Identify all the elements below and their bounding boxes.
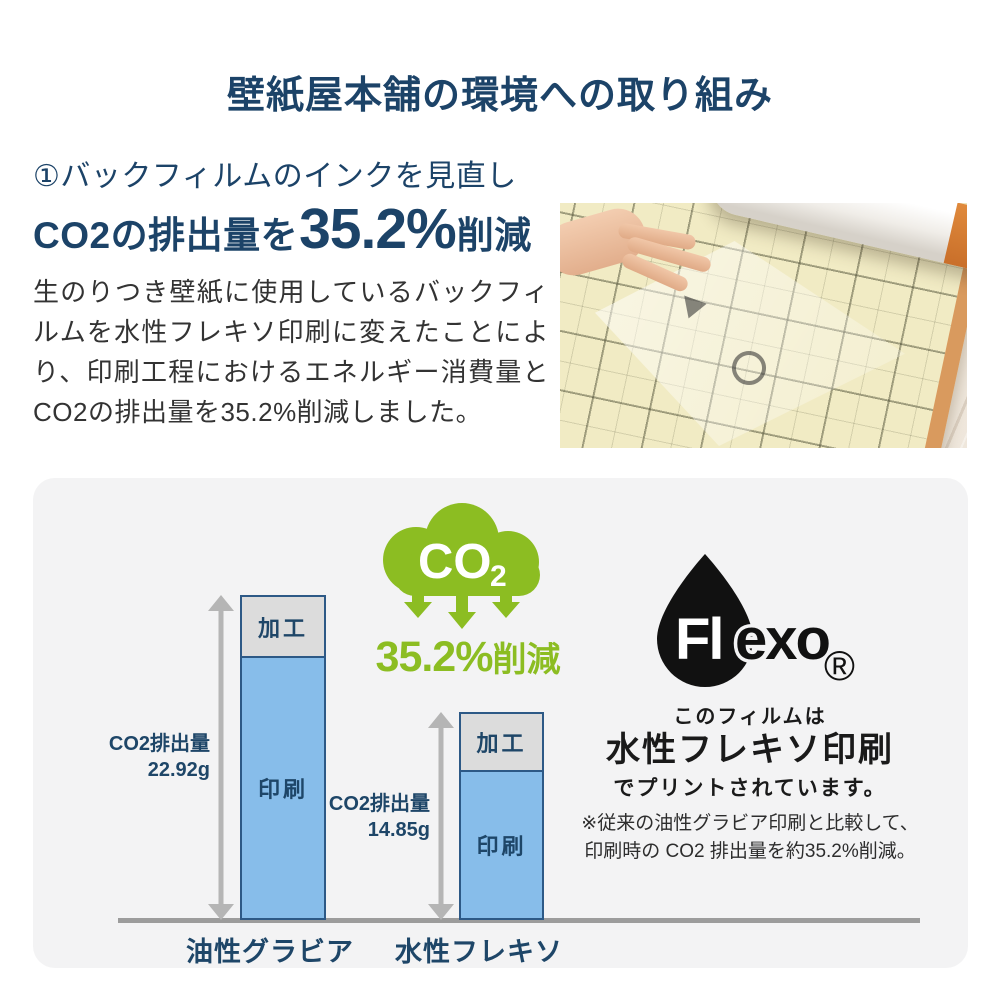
- down-arrow-icon: [404, 586, 432, 618]
- chart-baseline: [118, 918, 920, 923]
- total-label-right: CO2排出量 14.85g: [283, 791, 430, 843]
- segment-processing: 加工: [461, 714, 542, 772]
- arrow-down-icon: [428, 904, 454, 920]
- segment-processing: 加工: [242, 597, 324, 658]
- flexo-logo: Fl exo exo ®: [657, 554, 855, 689]
- right-bar-height-arrow: [428, 712, 454, 920]
- segment-label: 印刷: [257, 777, 308, 802]
- logo-text-fl: Fl: [675, 607, 723, 672]
- bar-suisei-flexo: 加工 印刷: [459, 712, 544, 920]
- ink-drop-icon: [657, 554, 753, 687]
- segment-printing: 印刷: [461, 772, 542, 918]
- total-value: 22.92g: [147, 759, 210, 781]
- arrow-down-icon: [208, 904, 234, 920]
- left-bar-height-arrow: [208, 595, 234, 920]
- segment-printing: 印刷: [242, 658, 324, 918]
- total-value: 14.85g: [367, 819, 430, 841]
- headline-value: 35.2%: [299, 197, 457, 261]
- logo-text-exo-halo: exo: [735, 607, 830, 672]
- flexo-caption-line2: 水性フレキソ印刷: [606, 731, 894, 769]
- product-photo: [560, 203, 967, 448]
- logo-text-exo: exo: [735, 607, 830, 672]
- arrow-up-icon: [428, 712, 454, 728]
- headline-prefix: CO2の排出量を: [33, 215, 299, 256]
- reduction-suffix: 削減: [492, 641, 561, 679]
- segment-label: 加工: [257, 615, 308, 641]
- cloud-gas-subscript: 2: [490, 560, 507, 593]
- total-caption: CO2排出量: [108, 733, 210, 755]
- reduction-callout: 35.2%削減: [338, 632, 598, 682]
- flexo-footnote: ※従来の油性グラビア印刷と比較して、 印刷時の CO2 排出量を約35.2%削減…: [554, 810, 946, 866]
- flexo-caption-line3: でプリントされています。: [613, 777, 887, 800]
- total-label-left: CO2排出量 22.92g: [63, 731, 210, 783]
- segment-label: 印刷: [476, 834, 527, 859]
- co2-reduction-headline: CO2の排出量を 35.2% 削減: [33, 196, 532, 262]
- bar-yusei-gravure: 加工 印刷: [240, 595, 326, 920]
- down-arrow-icon: [492, 586, 520, 618]
- down-arrow-icon: [448, 586, 476, 629]
- headline-suffix: 削減: [456, 215, 532, 256]
- page-title: 壁紙屋本舗の環境への取り組み: [226, 75, 773, 117]
- category-label-yusei-gravure: 油性グラビア: [186, 937, 354, 967]
- segment-label: 加工: [476, 731, 527, 756]
- infographic-panel: 加工 印刷 CO2排出量 22.92g 加工 印刷 CO2排出量 14.85g …: [33, 478, 968, 968]
- footnote-line1: ※従来の油性グラビア印刷と比較して、: [581, 813, 919, 834]
- cloud-gas-text: CO: [418, 535, 492, 589]
- reduction-value: 35.2%: [375, 633, 494, 681]
- total-caption: CO2排出量: [328, 793, 430, 815]
- arrow-up-icon: [208, 595, 234, 611]
- registered-mark: ®: [824, 642, 855, 689]
- co2-cloud-icon: CO 2: [383, 503, 540, 629]
- footnote-line2: 印刷時の CO2 排出量を約35.2%削減。: [584, 841, 916, 862]
- section-heading: ①バックフィルムのインクを見直し: [33, 160, 517, 193]
- roll-orange-band: [943, 203, 967, 269]
- body-paragraph: 生のりつき壁紙に使用しているバックフィルムを水性フレキソ印刷に変えたことにより、…: [33, 277, 549, 427]
- category-label-suisei-flexo: 水性フレキソ: [395, 937, 563, 967]
- flexo-caption-line1: このフィルムは: [673, 706, 827, 728]
